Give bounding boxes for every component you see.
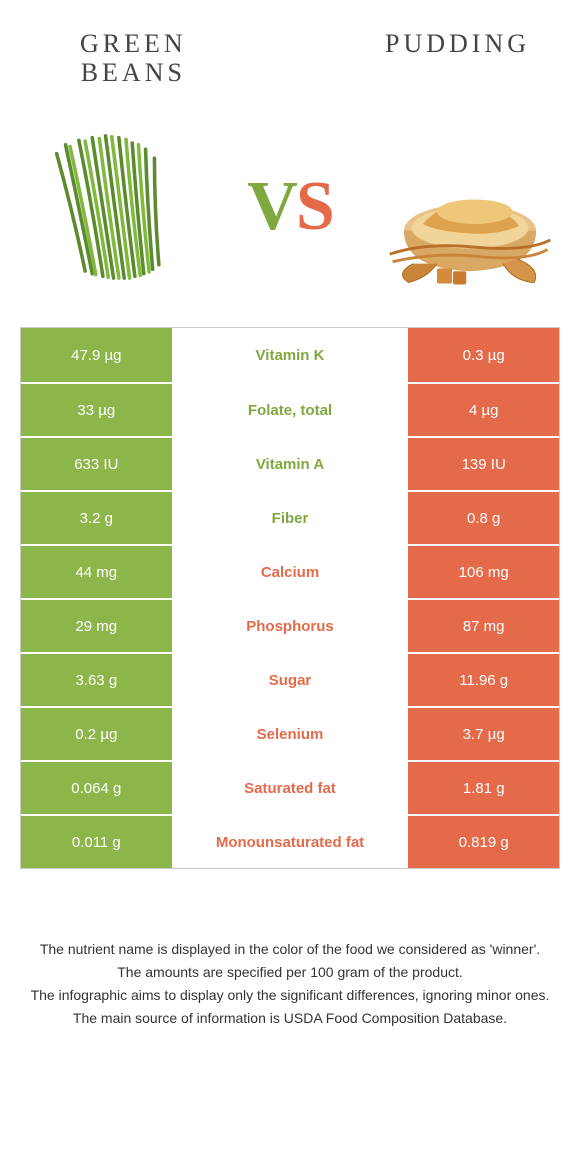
nutrient-label: Vitamin A <box>172 436 409 490</box>
left-value: 0.064 g <box>21 760 172 814</box>
nutrient-label: Phosphorus <box>172 598 409 652</box>
right-value: 87 mg <box>408 598 559 652</box>
nutrient-label: Saturated fat <box>172 760 409 814</box>
left-value: 47.9 µg <box>21 328 172 382</box>
left-title-line2: BEANS <box>81 58 186 87</box>
left-food-image <box>20 117 200 297</box>
vs-label: VS <box>247 167 333 247</box>
nutrient-label: Selenium <box>172 706 409 760</box>
right-value: 139 IU <box>408 436 559 490</box>
nutrient-label: Monounsaturated fat <box>172 814 409 868</box>
left-value: 29 mg <box>21 598 172 652</box>
right-value: 0.3 µg <box>408 328 559 382</box>
table-row: 3.63 gSugar11.96 g <box>21 652 559 706</box>
table-row: 29 mgPhosphorus87 mg <box>21 598 559 652</box>
table-row: 0.2 µgSelenium3.7 µg <box>21 706 559 760</box>
titles-row: GREEN BEANS PUDDING <box>20 20 560 97</box>
footnote-line: The main source of information is USDA F… <box>20 1008 560 1029</box>
nutrient-label: Sugar <box>172 652 409 706</box>
left-value: 3.2 g <box>21 490 172 544</box>
table-row: 47.9 µgVitamin K0.3 µg <box>21 328 559 382</box>
footnotes: The nutrient name is displayed in the co… <box>20 939 560 1029</box>
table-row: 633 IUVitamin A139 IU <box>21 436 559 490</box>
right-value: 106 mg <box>408 544 559 598</box>
left-value: 633 IU <box>21 436 172 490</box>
left-value: 0.2 µg <box>21 706 172 760</box>
right-value: 4 µg <box>408 382 559 436</box>
nutrient-label: Vitamin K <box>172 328 409 382</box>
left-value: 44 mg <box>21 544 172 598</box>
pudding-icon <box>385 122 555 292</box>
left-value: 0.011 g <box>21 814 172 868</box>
left-food-title: GREEN BEANS <box>80 30 187 87</box>
vs-v-letter: V <box>247 168 296 245</box>
nutrient-label: Folate, total <box>172 382 409 436</box>
right-value: 1.81 g <box>408 760 559 814</box>
vs-s-letter: S <box>296 168 333 245</box>
hero-row: VS <box>20 97 560 327</box>
right-value: 0.8 g <box>408 490 559 544</box>
left-value: 33 µg <box>21 382 172 436</box>
infographic: GREEN BEANS PUDDING <box>0 0 580 1071</box>
footnote-line: The amounts are specified per 100 gram o… <box>20 962 560 983</box>
right-value: 3.7 µg <box>408 706 559 760</box>
green-beans-icon <box>30 127 190 287</box>
right-food-title: PUDDING <box>385 30 530 87</box>
table-row: 44 mgCalcium106 mg <box>21 544 559 598</box>
nutrient-label: Calcium <box>172 544 409 598</box>
footnote-line: The nutrient name is displayed in the co… <box>20 939 560 960</box>
right-value: 0.819 g <box>408 814 559 868</box>
nutrient-table: 47.9 µgVitamin K0.3 µg33 µgFolate, total… <box>20 327 560 869</box>
table-row: 0.011 gMonounsaturated fat0.819 g <box>21 814 559 868</box>
table-row: 0.064 gSaturated fat1.81 g <box>21 760 559 814</box>
left-title-line1: GREEN <box>80 29 187 58</box>
left-value: 3.63 g <box>21 652 172 706</box>
right-value: 11.96 g <box>408 652 559 706</box>
table-row: 3.2 gFiber0.8 g <box>21 490 559 544</box>
table-row: 33 µgFolate, total4 µg <box>21 382 559 436</box>
nutrient-label: Fiber <box>172 490 409 544</box>
right-food-image <box>380 117 560 297</box>
footnote-line: The infographic aims to display only the… <box>20 985 560 1006</box>
